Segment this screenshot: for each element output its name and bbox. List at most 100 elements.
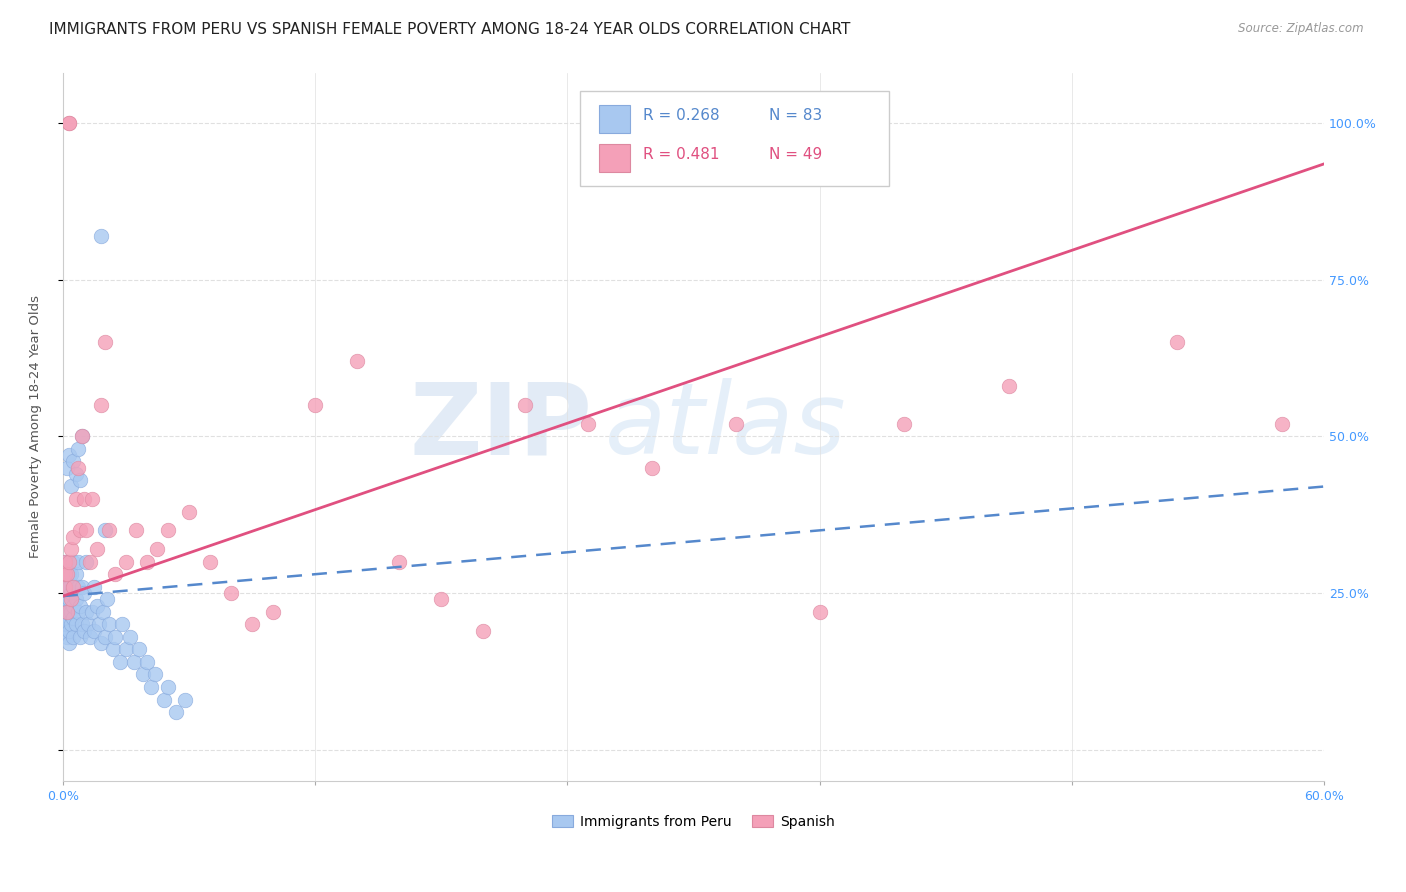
Point xyxy=(62,530,84,544)
Point xyxy=(104,630,127,644)
Point xyxy=(1271,417,1294,431)
Point xyxy=(65,617,87,632)
FancyBboxPatch shape xyxy=(581,91,889,186)
Text: N = 49: N = 49 xyxy=(769,147,823,162)
Text: ZIP: ZIP xyxy=(409,378,593,475)
Point xyxy=(98,524,121,538)
Legend: Immigrants from Peru, Spanish: Immigrants from Peru, Spanish xyxy=(547,809,841,834)
Point xyxy=(70,617,93,632)
FancyBboxPatch shape xyxy=(599,144,630,172)
Point xyxy=(62,454,84,468)
Point xyxy=(60,479,83,493)
Point xyxy=(136,555,159,569)
Point xyxy=(65,592,87,607)
Point xyxy=(58,555,80,569)
Point xyxy=(156,680,179,694)
Point xyxy=(388,555,411,569)
Point xyxy=(56,630,79,644)
Point xyxy=(60,586,83,600)
Point xyxy=(87,617,110,632)
Text: R = 0.481: R = 0.481 xyxy=(643,147,720,162)
Point xyxy=(152,692,174,706)
Point xyxy=(53,624,76,638)
Point xyxy=(346,354,368,368)
Point xyxy=(58,580,80,594)
Point xyxy=(62,611,84,625)
Point xyxy=(60,592,83,607)
Point xyxy=(66,580,89,594)
Point xyxy=(132,667,155,681)
Point xyxy=(56,605,79,619)
Point xyxy=(53,605,76,619)
Point xyxy=(58,567,80,582)
Point xyxy=(115,555,138,569)
Point xyxy=(53,574,76,588)
Point xyxy=(94,630,117,644)
Point xyxy=(125,524,148,538)
Point xyxy=(56,555,79,569)
Point xyxy=(56,460,79,475)
Point xyxy=(136,655,159,669)
Point xyxy=(94,524,117,538)
Point xyxy=(86,542,108,557)
Point xyxy=(58,624,80,638)
Point xyxy=(73,491,96,506)
Point xyxy=(90,636,112,650)
Point xyxy=(304,398,326,412)
Point xyxy=(1166,335,1188,350)
Point xyxy=(70,580,93,594)
Point xyxy=(156,524,179,538)
Text: atlas: atlas xyxy=(605,378,846,475)
Point xyxy=(120,630,142,644)
Point xyxy=(77,617,100,632)
Point xyxy=(90,398,112,412)
Point xyxy=(65,567,87,582)
Point xyxy=(58,592,80,607)
Point xyxy=(66,605,89,619)
Point xyxy=(53,599,76,613)
Point xyxy=(53,580,76,594)
Point xyxy=(53,567,76,582)
Point xyxy=(115,642,138,657)
Point xyxy=(58,605,80,619)
Point xyxy=(56,580,79,594)
Point xyxy=(62,555,84,569)
Point xyxy=(53,555,76,569)
Point xyxy=(73,586,96,600)
Point xyxy=(108,655,131,669)
Point xyxy=(70,429,93,443)
Point xyxy=(219,586,242,600)
Point xyxy=(240,617,263,632)
Point xyxy=(83,624,105,638)
Point xyxy=(53,580,76,594)
Point xyxy=(515,398,537,412)
Point xyxy=(62,599,84,613)
Point xyxy=(60,605,83,619)
Point xyxy=(62,580,84,594)
Point xyxy=(58,448,80,462)
Point xyxy=(430,592,453,607)
Point xyxy=(75,555,97,569)
Point xyxy=(165,705,187,719)
Point xyxy=(262,605,284,619)
Point xyxy=(893,417,915,431)
Point xyxy=(56,567,79,582)
Point xyxy=(82,491,104,506)
Point xyxy=(86,599,108,613)
Point xyxy=(73,624,96,638)
Point xyxy=(69,473,91,487)
Point xyxy=(69,524,91,538)
Point xyxy=(998,379,1021,393)
Point xyxy=(75,524,97,538)
Y-axis label: Female Poverty Among 18-24 Year Olds: Female Poverty Among 18-24 Year Olds xyxy=(30,295,42,558)
Point xyxy=(96,592,118,607)
Point xyxy=(58,116,80,130)
Point xyxy=(724,417,747,431)
Point xyxy=(808,605,831,619)
Point xyxy=(62,630,84,644)
Point xyxy=(145,667,167,681)
Point xyxy=(79,555,101,569)
Point xyxy=(53,567,76,582)
Point xyxy=(66,442,89,456)
Point xyxy=(56,592,79,607)
